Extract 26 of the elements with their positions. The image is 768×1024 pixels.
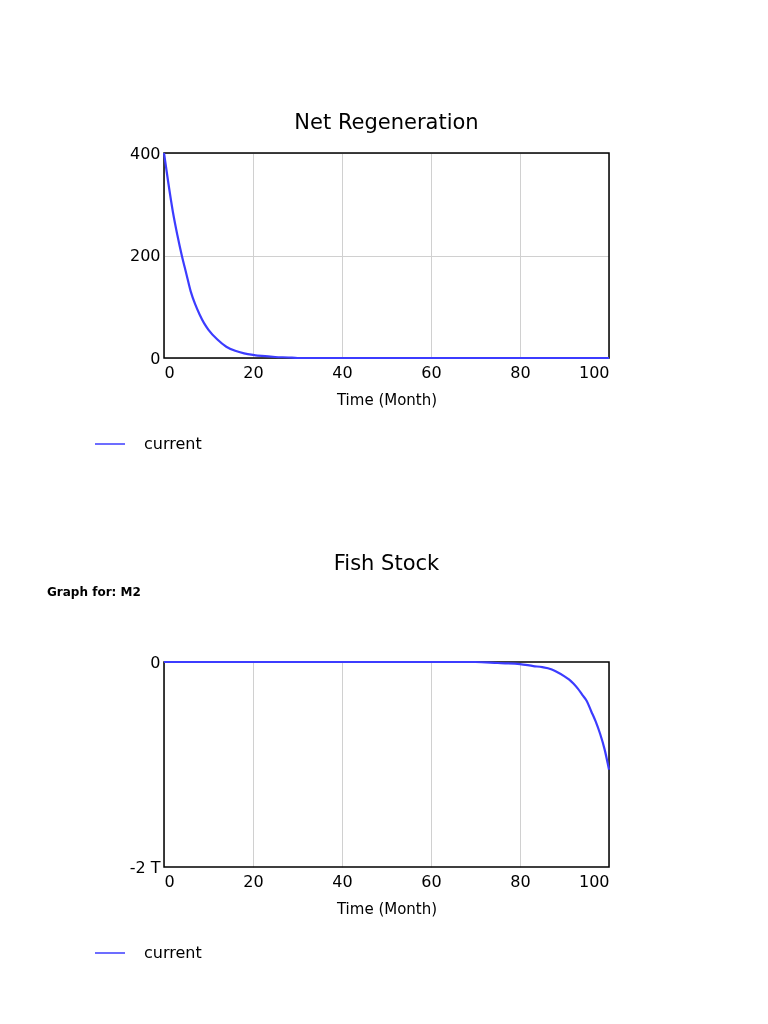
x-tick-label: 80	[510, 871, 531, 891]
x-tick-label: 100	[578, 871, 610, 891]
x-tick-label: 20	[243, 362, 264, 382]
y-tick-label: 0	[150, 652, 161, 672]
y-tick-label: 400	[129, 143, 161, 163]
legend-label: current	[144, 434, 202, 453]
chart-title: Net Regeneration	[294, 110, 479, 134]
y-tick-label: 200	[129, 246, 161, 265]
x-tick-label: 40	[332, 362, 353, 382]
chart-title: Fish Stock	[333, 551, 441, 575]
legend-label: current	[144, 943, 202, 962]
x-tick-label: 0	[164, 871, 175, 891]
x-tick-label: 0	[164, 362, 175, 382]
x-tick-label: 100	[578, 362, 610, 382]
x-tick-label: 20	[243, 871, 264, 891]
y-tick-label: 0	[150, 348, 161, 368]
text: Graph for: M2	[47, 585, 141, 599]
line-series	[162, 660, 611, 771]
x-tick-label: 60	[421, 362, 442, 382]
x-axis-title: Time (Month)	[335, 899, 438, 918]
x-axis-title: Time (Month)	[335, 390, 438, 409]
x-tick-label: 60	[421, 871, 442, 891]
x-tick-label: 80	[510, 362, 531, 382]
x-tick-label: 40	[332, 871, 353, 891]
y-tick-label: -2 T	[129, 857, 161, 877]
line-series	[162, 151, 611, 360]
